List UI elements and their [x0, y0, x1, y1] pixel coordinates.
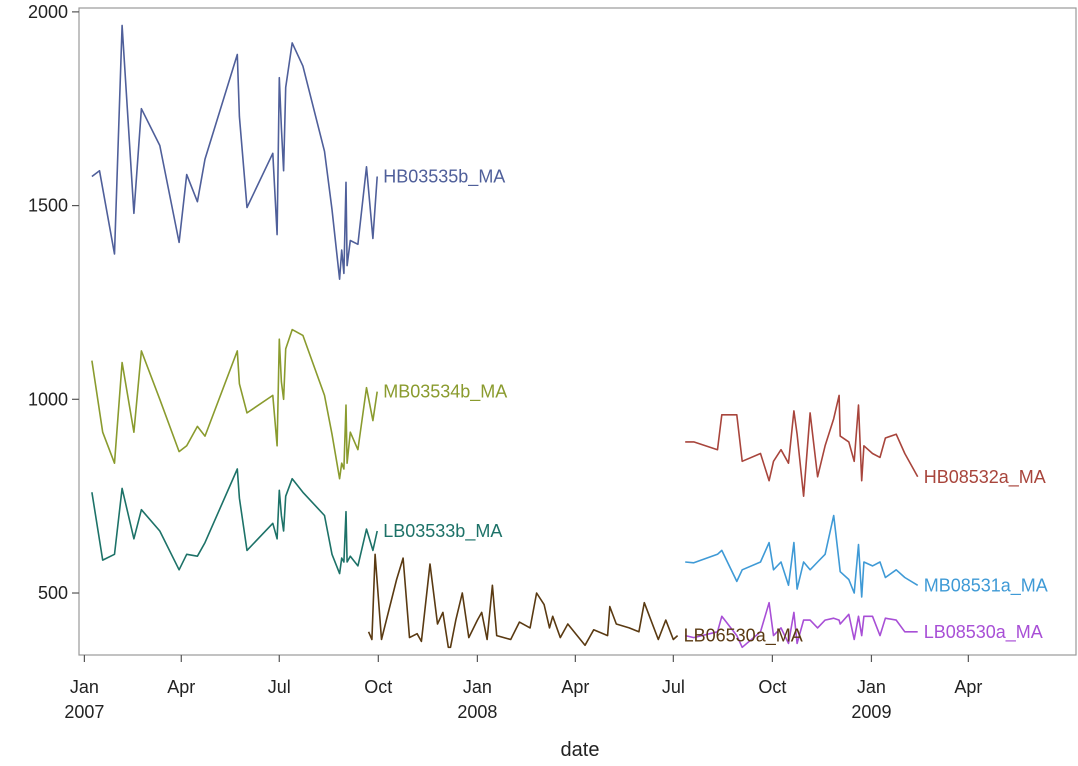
x-tick-label: Apr: [561, 677, 589, 697]
chart-axes: 500 1000 1500 2000 Jan 2007 Apr Jul Oct Jan 2008 Ap…: [28, 2, 1077, 722]
x-tick-label: Jul: [268, 677, 291, 697]
x-tick-label: Jan: [463, 677, 492, 697]
series-line-LB03533b_MA: [91, 468, 378, 575]
series-line-LB06530a_MA: [367, 553, 679, 649]
series-line-HB03535b_MA: [91, 24, 378, 281]
x-tick-label: Apr: [954, 677, 982, 697]
series-line-MB08531a_MA: [685, 514, 919, 598]
x-tick-year-label: 2009: [851, 702, 891, 722]
series-labels: HB03535b_MA MB03534b_MA LB03533b_MA LB06530…: [383, 167, 1048, 647]
x-tick-label: Apr: [167, 677, 195, 697]
x-tick-year-label: 2007: [64, 702, 104, 722]
series-label-LB06530a_MA: LB06530a_MA: [684, 626, 803, 647]
x-tick-label: Jan: [857, 677, 886, 697]
series-label-HB03535b_MA: HB03535b_MA: [383, 167, 505, 188]
series-lines: [91, 24, 919, 649]
x-tick-label: Jul: [662, 677, 685, 697]
series-label-LB03533b_MA: LB03533b_MA: [383, 521, 502, 542]
y-tick-label: 1000: [28, 389, 68, 409]
x-tick-year-label: 2008: [457, 702, 497, 722]
x-tick-label: Jan: [70, 677, 99, 697]
x-axis-title: date: [561, 739, 600, 761]
series-label-HB08532a_MA: HB08532a_MA: [924, 467, 1046, 488]
x-tick-label: Oct: [758, 677, 786, 697]
series-label-MB03534b_MA: MB03534b_MA: [383, 382, 507, 403]
series-line-MB03534b_MA: [91, 328, 378, 480]
y-tick-label: 1500: [28, 196, 68, 216]
y-tick-label: 500: [38, 583, 68, 603]
y-tick-label: 2000: [28, 2, 68, 22]
x-tick-label: Oct: [364, 677, 392, 697]
plot-frame: [78, 7, 1077, 656]
series-label-MB08531a_MA: MB08531a_MA: [924, 575, 1048, 596]
series-line-LB08530a_MA: [685, 601, 918, 649]
series-label-LB08530a_MA: LB08530a_MA: [924, 622, 1043, 643]
series-line-HB08532a_MA: [685, 394, 919, 498]
